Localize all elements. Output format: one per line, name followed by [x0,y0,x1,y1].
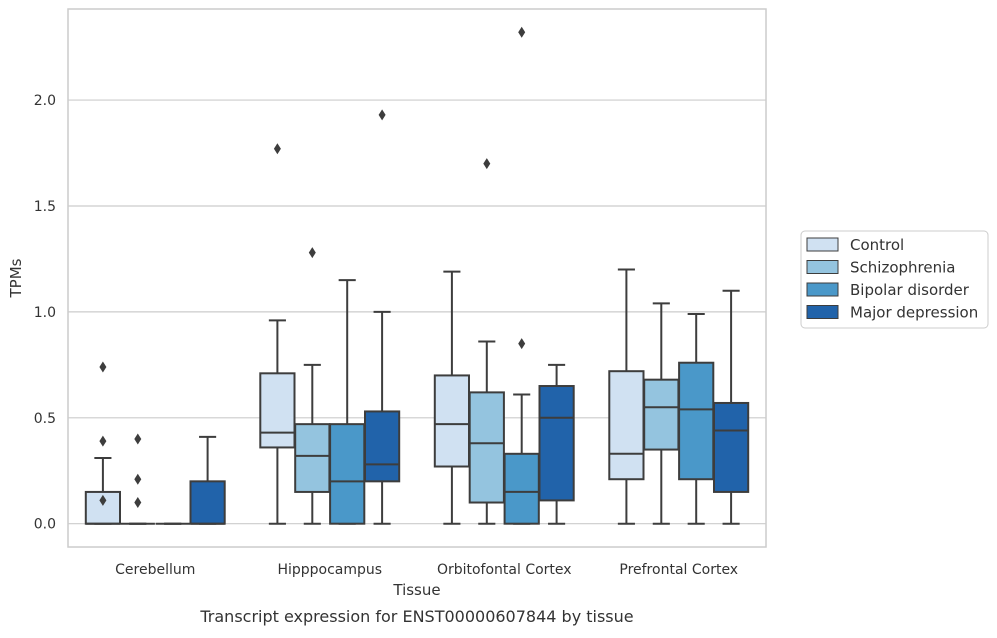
outlier-point [483,158,491,170]
outlier-point [134,497,142,509]
boxes-layer [84,26,750,525]
outlier-point [273,143,281,155]
box-group [189,435,226,525]
box-group [643,302,680,525]
outlier-point [518,26,526,38]
outlier-point [134,473,142,485]
plot-frame [67,8,767,548]
legend-label: Major depression [850,304,978,322]
box-group [294,247,331,525]
outlier-point [99,361,107,373]
box-group [120,433,155,525]
box [433,374,471,468]
box-group [259,143,296,525]
y-axis-label: TPMs [7,258,25,298]
box [712,401,750,493]
box [538,385,575,502]
legend-items: Control Schizophrenia Bipolar disorder Majo… [806,236,978,322]
box [294,423,331,493]
box [363,410,401,483]
box-group [678,313,715,525]
x-tick-labels: Cerebellum Hipppocampus Orbitofontal Corte… [115,562,738,578]
box [503,452,540,525]
legend: Control Schizophrenia Bipolar disorder Majo… [800,230,989,329]
legend-swatch [806,282,839,297]
legend-label: Bipolar disorder [850,281,970,299]
x-tick-label: Prefrontal Cortex [619,562,738,578]
x-tick-label: Orbitofontal Cortex [437,562,572,578]
legend-label: Control [850,236,904,254]
box-group [503,26,540,525]
y-tick-labels: 0.0 0.5 1.0 1.5 2.0 [34,93,56,533]
box-group [608,268,645,525]
outlier-point [99,435,107,447]
box [259,372,296,449]
chart-caption: Transcript expression for ENST0000060784… [199,607,633,626]
x-tick-label: Cerebellum [115,562,195,578]
y-tick-label: 2.0 [34,93,56,109]
legend-label: Schizophrenia [850,259,955,277]
box-group [433,270,471,525]
legend-swatch [806,305,839,319]
y-tick-label: 0.0 [34,517,56,533]
legend-swatch [806,260,839,274]
box-group [84,361,122,525]
legend-swatch [806,237,839,252]
outlier-point [308,247,316,259]
outlier-point [518,338,526,350]
y-tick-label: 1.0 [34,305,56,321]
box-group [538,363,575,525]
outlier-point [134,433,142,445]
box [608,370,645,481]
y-tick-label: 0.5 [34,411,56,427]
box-group [363,109,401,525]
y-tick-label: 1.5 [34,199,56,215]
box [329,423,366,525]
box [468,391,505,504]
box-group [712,289,750,525]
box-group [329,279,366,525]
legend-frame [800,230,989,329]
outlier-point [99,494,107,506]
x-tick-label: Hipppocampus [277,562,382,578]
box [678,361,715,481]
box-group [468,158,505,525]
box [643,378,680,451]
x-axis-label: Tissue [392,581,440,599]
outlier-point [378,109,386,121]
box [189,480,226,525]
